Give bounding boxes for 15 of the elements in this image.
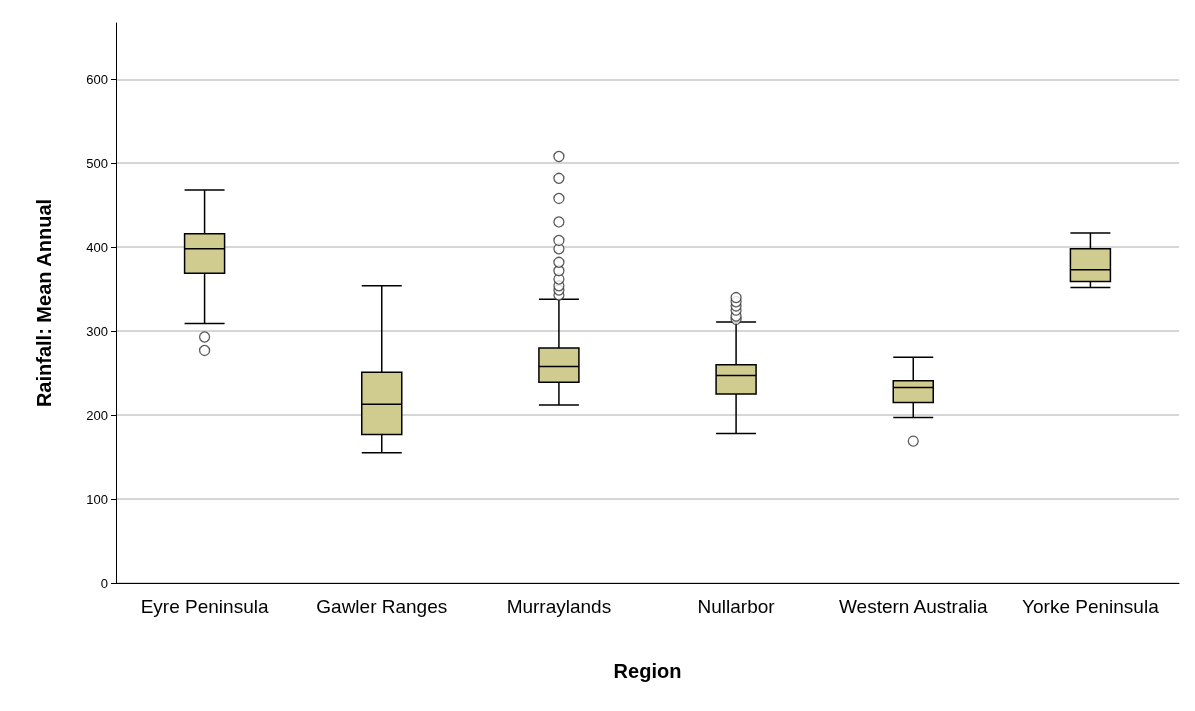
x-tick-label: Western Australia xyxy=(838,595,988,617)
y-tick-label: 500 xyxy=(86,155,108,171)
y-tick-label: 100 xyxy=(86,491,108,507)
y-axis-title: Rainfall: Mean Annual xyxy=(33,198,55,408)
x-tick-label: Gawler Ranges xyxy=(316,595,448,617)
x-tick-label: Murraylands xyxy=(506,595,612,617)
x-tick-label: Nullarbor xyxy=(697,595,776,617)
x-tick-label: Eyre Peninsula xyxy=(140,595,269,617)
y-tick-label: 200 xyxy=(86,407,108,423)
y-tick-label: 600 xyxy=(86,71,108,87)
y-tick-label: 400 xyxy=(86,239,108,255)
y-tick-label: 0 xyxy=(100,575,108,591)
x-tick-label: Yorke Peninsula xyxy=(1022,595,1160,617)
y-tick-label: 300 xyxy=(86,323,108,339)
x-axis-title: Region xyxy=(613,660,682,682)
